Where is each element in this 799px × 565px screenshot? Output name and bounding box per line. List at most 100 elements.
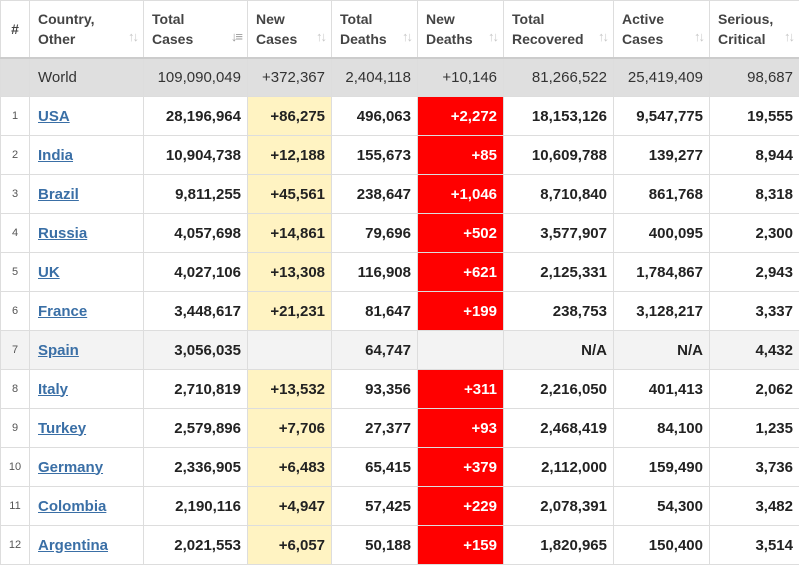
active-cases-cell: 3,128,217 [613,291,710,331]
col-header-new-deaths[interactable]: New Deaths ↑↓ [417,0,504,58]
country-link[interactable]: Italy [38,380,69,398]
total-recovered-cell: 8,710,840 [503,174,614,214]
total-deaths-cell: 79,696 [331,213,418,253]
row-index: 3 [0,174,30,214]
total-deaths-cell: 93,356 [331,369,418,409]
country-link[interactable]: India [38,146,74,164]
country-cell: Italy [29,369,144,409]
active-cases-cell: 401,413 [613,369,710,409]
total-recovered-cell: 2,468,419 [503,408,614,448]
country-link[interactable]: Colombia [38,497,107,515]
row-index: 8 [0,369,30,409]
col-header-total-deaths[interactable]: Total Deaths ↑↓ [331,0,418,58]
col-header-serious-critical[interactable]: Serious, Critical ↑↓ [709,0,799,58]
country-cell: Germany [29,447,144,487]
new-deaths-cell: +311 [417,369,504,409]
country-link[interactable]: UK [38,263,60,281]
country-link[interactable]: France [38,302,88,320]
total-cases-cell: 2,579,896 [143,408,248,448]
sort-desc-icon[interactable]: ↓≡ [230,29,243,44]
col-header-active-cases[interactable]: Active Cases ↑↓ [613,0,710,58]
world-total-cases: 109,090,049 [143,57,248,97]
total-recovered-cell: 3,577,907 [503,213,614,253]
table-row: 10 Germany 2,336,905 +6,483 65,415 +379 2,112,… [0,447,799,487]
sort-arrows-icon[interactable]: ↑↓ [402,29,413,44]
serious-cell: 3,736 [709,447,799,487]
country-link[interactable]: Spain [38,341,79,359]
world-label: World [29,57,144,97]
table-row: 2 India 10,904,738 +12,188 155,673 +85 10,609,… [0,135,799,175]
total-recovered-cell: 18,153,126 [503,96,614,136]
new-cases-cell: +13,532 [247,369,332,409]
total-cases-cell: 2,190,116 [143,486,248,526]
serious-cell: 8,944 [709,135,799,175]
total-cases-cell: 2,336,905 [143,447,248,487]
country-link[interactable]: Germany [38,458,104,476]
new-cases-cell: +45,561 [247,174,332,214]
country-cell: Brazil [29,174,144,214]
sort-arrows-icon[interactable]: ↑↓ [784,29,795,44]
row-index: 4 [0,213,30,253]
sort-arrows-icon[interactable]: ↑↓ [128,29,139,44]
serious-cell: 2,943 [709,252,799,292]
country-link[interactable]: Turkey [38,419,87,437]
table-row: 12 Argentina 2,021,553 +6,057 50,188 +159 1,82… [0,525,799,565]
total-deaths-cell: 64,747 [331,330,418,370]
serious-cell: 2,062 [709,369,799,409]
row-index: 9 [0,408,30,448]
country-cell: France [29,291,144,331]
table-row: 3 Brazil 9,811,255 +45,561 238,647 +1,046 8,71… [0,174,799,214]
country-cell: Spain [29,330,144,370]
total-deaths-cell: 238,647 [331,174,418,214]
country-link[interactable]: USA [38,107,70,125]
new-deaths-cell: +379 [417,447,504,487]
table-row: 4 Russia 4,057,698 +14,861 79,696 +502 3,577,9… [0,213,799,253]
serious-cell: 3,514 [709,525,799,565]
world-total-deaths: 2,404,118 [331,57,418,97]
row-index: 6 [0,291,30,331]
row-index: 5 [0,252,30,292]
serious-cell: 8,318 [709,174,799,214]
sort-arrows-icon[interactable]: ↑↓ [598,29,609,44]
country-cell: Colombia [29,486,144,526]
new-deaths-cell: +2,272 [417,96,504,136]
total-cases-cell: 4,057,698 [143,213,248,253]
new-cases-cell: +12,188 [247,135,332,175]
country-link[interactable]: Russia [38,224,88,242]
col-header-total-recovered[interactable]: Total Recovered ↑↓ [503,0,614,58]
serious-cell: 1,235 [709,408,799,448]
world-new-cases: +372,367 [247,57,332,97]
total-recovered-cell: 238,753 [503,291,614,331]
total-cases-cell: 2,021,553 [143,525,248,565]
active-cases-cell: 84,100 [613,408,710,448]
col-header-total-cases[interactable]: Total Cases ↓≡ [143,0,248,58]
new-deaths-cell: +229 [417,486,504,526]
table-row: 9 Turkey 2,579,896 +7,706 27,377 +93 2,468,419… [0,408,799,448]
total-deaths-cell: 496,063 [331,96,418,136]
col-header-country[interactable]: Country, Other ↑↓ [29,0,144,58]
total-deaths-cell: 65,415 [331,447,418,487]
active-cases-cell: 159,490 [613,447,710,487]
new-deaths-cell: +199 [417,291,504,331]
row-index: 12 [0,525,30,565]
country-link[interactable]: Argentina [38,536,109,554]
serious-cell: 3,482 [709,486,799,526]
serious-cell: 19,555 [709,96,799,136]
col-header-new-cases[interactable]: New Cases ↑↓ [247,0,332,58]
sort-arrows-icon[interactable]: ↑↓ [488,29,499,44]
total-deaths-cell: 50,188 [331,525,418,565]
total-cases-cell: 10,904,738 [143,135,248,175]
sort-arrows-icon[interactable]: ↑↓ [316,29,327,44]
new-cases-cell: +7,706 [247,408,332,448]
country-link[interactable]: Brazil [38,185,79,203]
new-cases-cell: +86,275 [247,96,332,136]
col-header-index[interactable]: # [0,0,30,58]
total-recovered-cell: 1,820,965 [503,525,614,565]
world-active-cases: 25,419,409 [613,57,710,97]
active-cases-cell: 150,400 [613,525,710,565]
sort-arrows-icon[interactable]: ↑↓ [694,29,705,44]
new-deaths-cell: +93 [417,408,504,448]
row-index: 7 [0,330,30,370]
header-row: # Country, Other ↑↓ Total Cases ↓≡ New Cases ↑… [0,0,799,58]
total-deaths-cell: 155,673 [331,135,418,175]
